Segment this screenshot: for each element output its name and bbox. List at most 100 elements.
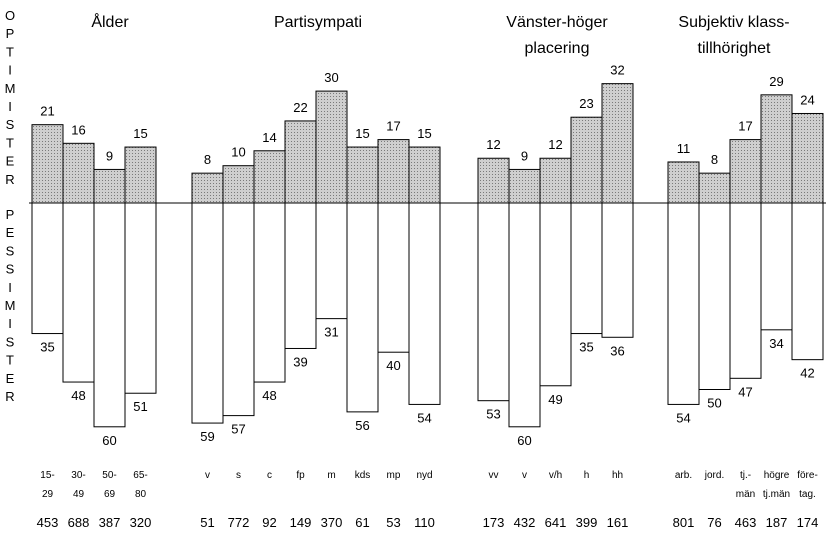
axis-letter-pessimister: E	[6, 225, 15, 240]
axis-letter-pessimister: S	[6, 262, 15, 277]
bar-optimister	[601, 83, 634, 204]
sample-size: 387	[99, 515, 121, 530]
bar-pessimister	[62, 202, 95, 383]
bar-pessimister	[284, 202, 317, 349]
axis-letter-optimister: M	[5, 81, 16, 96]
group-title: Ålder	[91, 12, 129, 31]
axis-letter-pessimister: I	[8, 316, 12, 331]
sample-size: 801	[673, 515, 695, 530]
value-label-optimister: 23	[579, 96, 593, 111]
sample-size: 149	[290, 515, 312, 530]
value-label-pessimister: 54	[676, 410, 690, 425]
category-label: 49	[73, 489, 85, 500]
sample-size: 688	[68, 515, 90, 530]
value-label-pessimister: 53	[486, 407, 500, 422]
value-label-optimister: 29	[769, 74, 783, 89]
value-label-pessimister: 56	[355, 418, 369, 433]
sample-size: 174	[797, 515, 819, 530]
bar-optimister	[408, 146, 441, 204]
axis-letter-optimister: O	[5, 8, 15, 23]
value-label-pessimister: 49	[548, 392, 562, 407]
category-label: mp	[387, 470, 401, 481]
axis-letter-optimister: R	[5, 172, 14, 187]
axis-letter-optimister: I	[8, 63, 12, 78]
category-label: m	[327, 470, 335, 481]
bar-optimister	[539, 157, 572, 204]
value-label-optimister: 17	[738, 119, 752, 134]
bar-pessimister	[570, 202, 603, 335]
axis-letter-pessimister: E	[6, 371, 15, 386]
bar-optimister	[667, 161, 700, 204]
bar-pessimister	[698, 202, 731, 390]
bar-pessimister	[346, 202, 379, 413]
axis-letter-optimister: T	[6, 44, 14, 59]
bar-optimister	[791, 112, 824, 204]
group-title: Subjektiv klass-	[678, 14, 789, 31]
value-label-optimister: 17	[386, 119, 400, 134]
axis-letter-pessimister: R	[5, 389, 14, 404]
value-label-pessimister: 40	[386, 358, 400, 373]
value-label-optimister: 12	[548, 137, 562, 152]
bar-optimister	[346, 146, 379, 204]
sample-size: 399	[576, 515, 598, 530]
group-title: placering	[525, 40, 590, 57]
value-label-pessimister: 50	[707, 396, 721, 411]
category-label: 65-	[133, 470, 147, 481]
category-label: s	[236, 470, 241, 481]
category-label: v	[522, 470, 527, 481]
bar-pessimister	[93, 202, 126, 428]
sample-size: 432	[514, 515, 536, 530]
axis-letter-optimister: E	[6, 154, 15, 169]
bar-pessimister	[791, 202, 824, 361]
axis-letter-optimister: I	[8, 99, 12, 114]
bar-optimister	[284, 120, 317, 204]
value-label-optimister: 21	[40, 104, 54, 119]
axis-letter-pessimister: S	[6, 334, 15, 349]
bar-pessimister	[601, 202, 634, 338]
category-label: vv	[489, 470, 499, 481]
category-label: 29	[42, 489, 54, 500]
category-label: tj.-	[740, 470, 751, 481]
group-title: tillhörighet	[698, 40, 771, 57]
bar-optimister	[191, 172, 224, 204]
value-label-pessimister: 42	[800, 366, 814, 381]
value-label-pessimister: 31	[324, 325, 338, 340]
value-label-pessimister: 54	[417, 410, 431, 425]
category-label: h	[584, 470, 590, 481]
axis-letter-pessimister: T	[6, 353, 14, 368]
category-label: jord.	[704, 470, 724, 481]
category-label: män	[736, 489, 755, 500]
bar-optimister	[315, 90, 348, 204]
category-label: v	[205, 470, 210, 481]
bar-pessimister	[477, 202, 510, 402]
sample-size: 110	[414, 515, 435, 530]
value-label-pessimister: 35	[579, 340, 593, 355]
category-label: 69	[104, 489, 116, 500]
value-label-pessimister: 34	[769, 336, 783, 351]
value-label-optimister: 10	[231, 145, 245, 160]
category-label: 80	[135, 489, 147, 500]
value-label-optimister: 15	[133, 126, 147, 141]
sample-size: 51	[200, 515, 214, 530]
bar-pessimister	[377, 202, 410, 353]
bar-pessimister	[539, 202, 572, 387]
axis-letter-pessimister: I	[8, 280, 12, 295]
sample-size: 453	[37, 515, 59, 530]
sample-size: 53	[386, 515, 400, 530]
value-label-optimister: 15	[355, 126, 369, 141]
value-label-pessimister: 57	[231, 422, 245, 437]
bar-pessimister	[31, 202, 64, 335]
value-label-optimister: 12	[486, 137, 500, 152]
sample-size: 370	[321, 515, 343, 530]
bar-optimister	[124, 146, 157, 204]
bar-optimister	[31, 124, 64, 204]
value-label-pessimister: 35	[40, 340, 54, 355]
bar-optimister	[477, 157, 510, 204]
bar-optimister	[760, 94, 793, 204]
axis-letter-pessimister: P	[6, 207, 15, 222]
sample-size: 76	[707, 515, 721, 530]
category-label: 50-	[102, 470, 116, 481]
sample-size: 173	[483, 515, 505, 530]
category-label: 30-	[71, 470, 85, 481]
bar-optimister	[508, 168, 541, 204]
